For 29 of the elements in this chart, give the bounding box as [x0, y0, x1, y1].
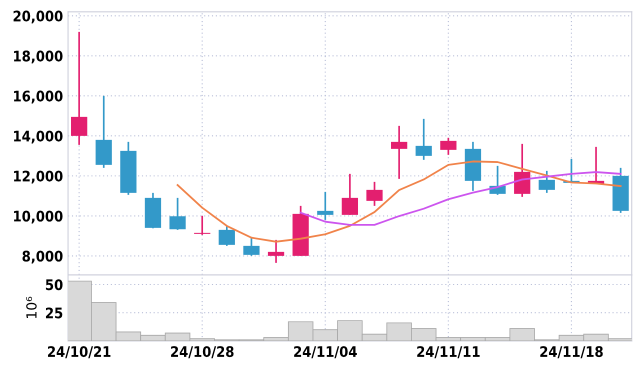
y-axis-title: 10⁶	[26, 296, 37, 318]
y-tick-label: 20,000	[14, 10, 63, 24]
candlestick	[268, 239, 284, 264]
y-tick-label: 8,000	[22, 250, 63, 264]
candlestick	[342, 173, 358, 216]
y-tick-label: 12,000	[14, 170, 63, 184]
x-tick-label: 24/11/11	[417, 346, 480, 358]
y-tick-label: 10,000	[14, 210, 63, 224]
x-tick-label: 24/11/04	[294, 346, 357, 358]
x-tick-label: 24/11/18	[540, 346, 603, 358]
y-tick-label: 18,000	[14, 50, 63, 64]
y-tick-label: 14,000	[14, 130, 63, 144]
candlestick	[218, 225, 235, 247]
candlestick	[440, 137, 456, 156]
candlestick	[194, 215, 210, 236]
candlestick	[317, 191, 334, 221]
y-tick-label: 25	[46, 307, 62, 318]
candlestick	[366, 181, 383, 207]
y-tick-label: 50	[46, 279, 63, 290]
x-tick-label: 24/10/28	[171, 346, 234, 358]
candlestick	[514, 143, 530, 198]
candlestick	[169, 197, 186, 231]
y-tick-label: 16,000	[14, 90, 63, 104]
candlestick	[416, 118, 432, 161]
candlestick	[538, 170, 555, 194]
candlestick	[390, 125, 408, 180]
x-tick-label: 24/10/21	[48, 346, 110, 358]
candlestick	[243, 237, 260, 257]
line-series	[300, 171, 622, 226]
